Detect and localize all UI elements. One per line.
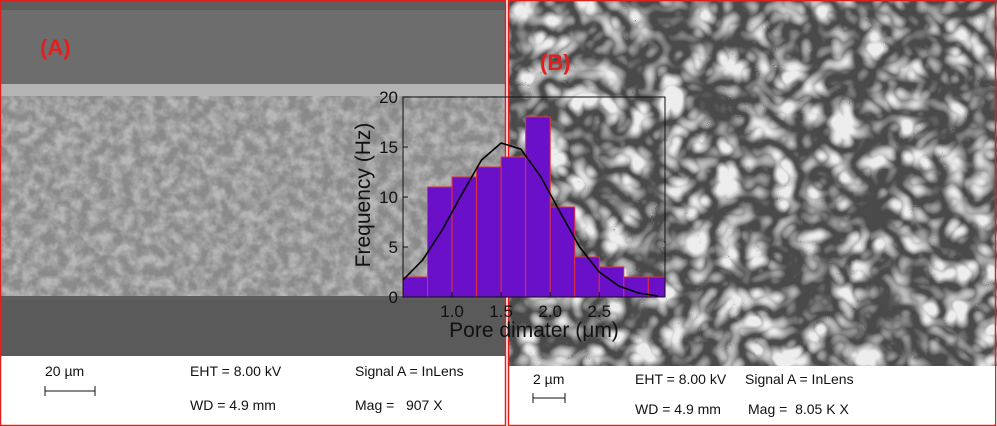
bar: [501, 157, 526, 297]
bar: [550, 207, 575, 297]
wd: WD = 4.9 mm: [190, 397, 276, 413]
x-tick-label: 2.0: [538, 302, 562, 321]
wd: WD = 4.9 mm: [635, 401, 721, 417]
bar: [477, 167, 502, 297]
signal: Signal A = InLens: [355, 363, 464, 379]
bar: [526, 117, 551, 297]
x-axis-label: Pore dimater (μm): [449, 319, 619, 342]
eht: EHT = 8.00 kV: [190, 363, 282, 379]
bar: [403, 277, 428, 297]
scale-bar-label: 2 µm: [533, 371, 564, 387]
mag: Mag = 8.05 K X: [748, 401, 849, 417]
mag: Mag = 907 X: [355, 397, 443, 413]
y-tick-label: 0: [389, 288, 398, 307]
y-tick-label: 5: [389, 238, 398, 257]
y-tick-label: 20: [379, 88, 398, 107]
y-axis-label: Frequency (Hz): [352, 123, 375, 268]
bar: [428, 187, 453, 297]
bar: [452, 177, 477, 297]
y-tick-label: 10: [379, 188, 398, 207]
x-tick-label: 2.5: [587, 302, 611, 321]
panel-label: (B): [540, 50, 571, 75]
sem-image-b: [508, 0, 997, 426]
x-tick-label: 1.5: [489, 302, 513, 321]
bar: [575, 257, 600, 297]
eht: EHT = 8.00 kV: [635, 371, 727, 387]
figure: (A) (B) 20 µm EHT = 8.00 kV WD = 4.9 mm …: [0, 0, 997, 426]
panel-label: (A): [40, 35, 71, 60]
bar: [599, 267, 624, 297]
x-tick-label: 1.0: [440, 302, 464, 321]
signal: Signal A = InLens: [745, 371, 854, 387]
scale-bar-label: 20 µm: [45, 363, 84, 379]
y-tick-label: 15: [379, 138, 398, 157]
